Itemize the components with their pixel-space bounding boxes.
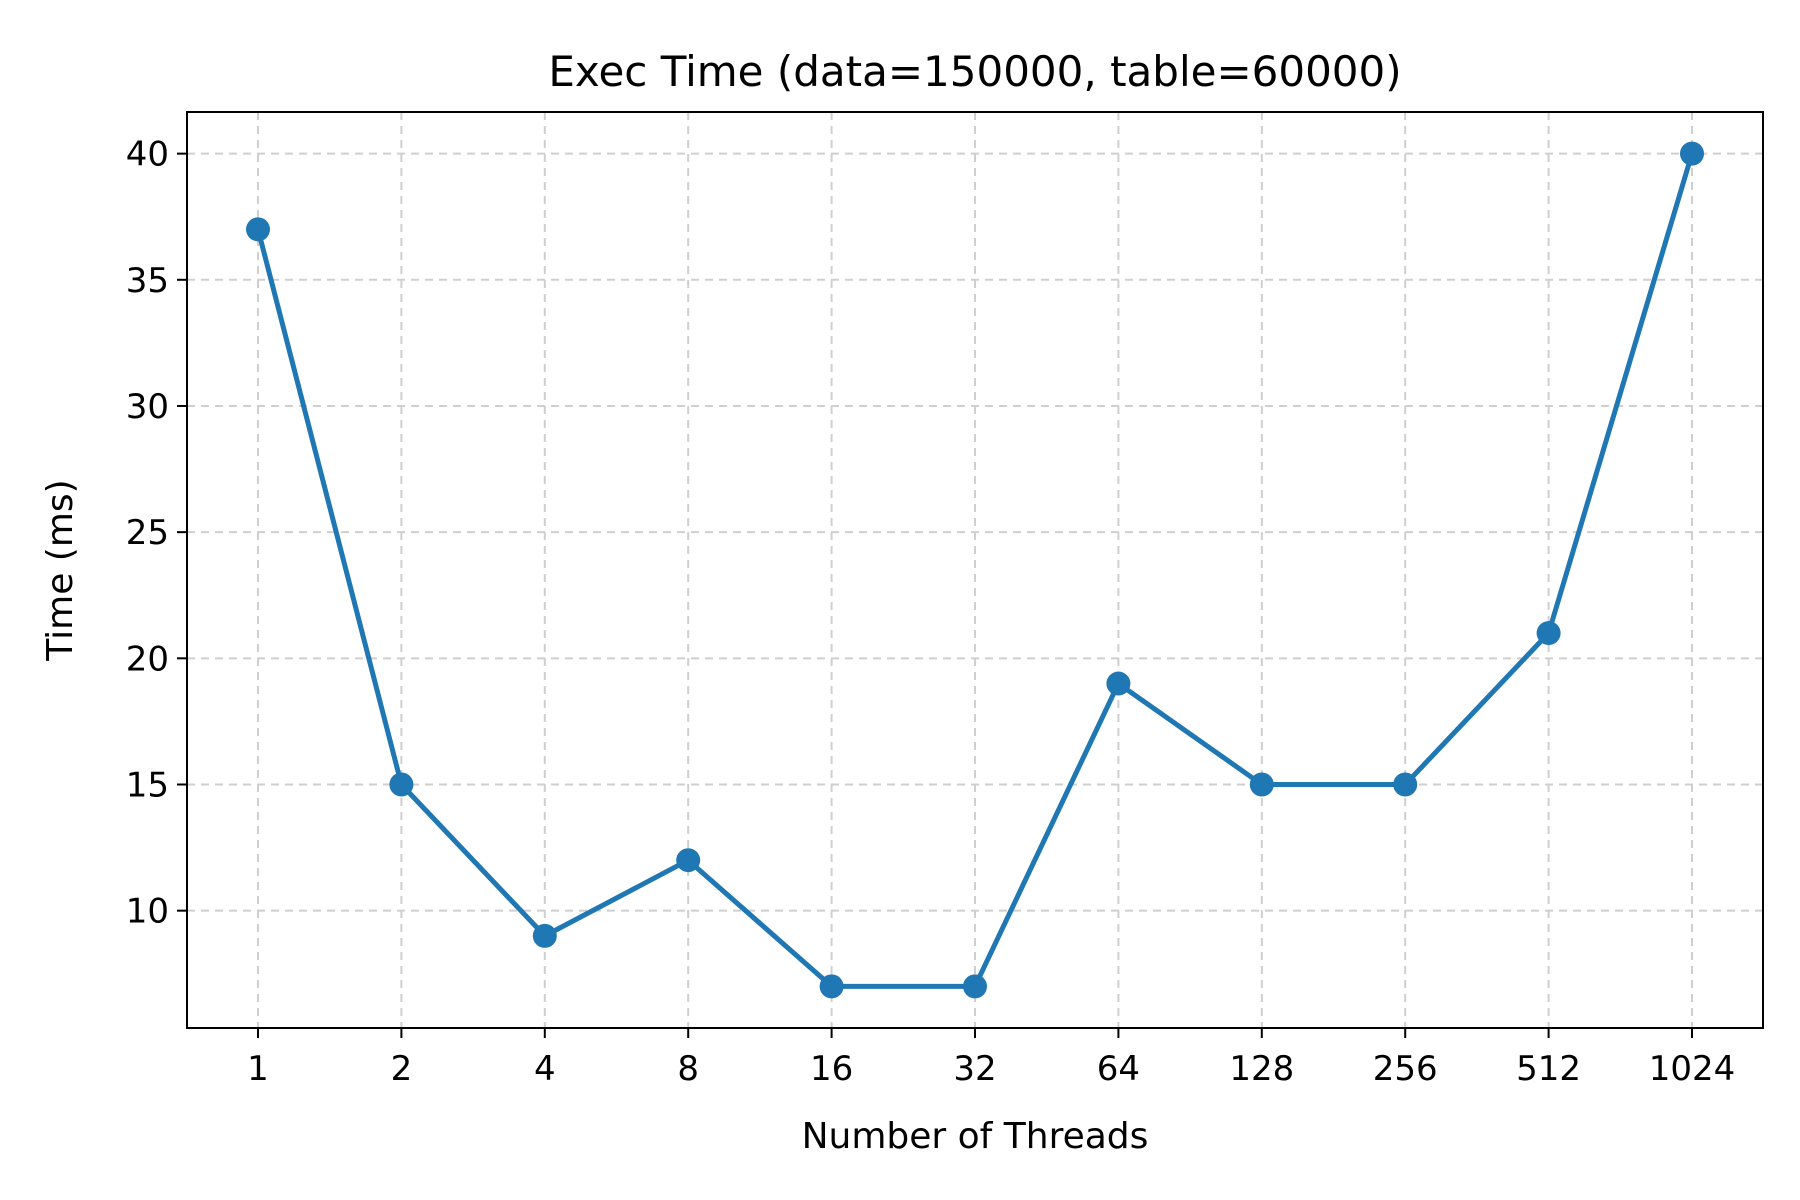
grid-lines (187, 112, 1763, 1028)
data-point (246, 217, 270, 242)
x-tick-label: 1 (247, 1049, 269, 1089)
y-tick-label: 35 (126, 261, 169, 301)
data-point (819, 974, 844, 999)
x-axis-label: Number of Threads (802, 1116, 1149, 1157)
data-point (1106, 671, 1131, 696)
data-point (1536, 621, 1561, 646)
x-tick-label: 128 (1229, 1049, 1294, 1089)
y-tick-label: 20 (126, 639, 169, 679)
data-point (676, 848, 701, 873)
data-point (1393, 772, 1418, 797)
x-tick-label: 8 (677, 1049, 699, 1089)
x-tick-label: 512 (1516, 1049, 1581, 1089)
data-point (532, 923, 557, 948)
data-point (389, 772, 414, 797)
x-tick-label: 256 (1373, 1049, 1438, 1089)
x-tick-label: 32 (953, 1049, 996, 1089)
x-tick-label: 1024 (1649, 1049, 1736, 1089)
y-tick-label: 40 (126, 135, 169, 175)
x-tick-label: 4 (534, 1049, 556, 1089)
x-tick-label: 64 (1097, 1049, 1140, 1089)
x-tick-label: 2 (391, 1049, 413, 1089)
y-tick-label: 30 (126, 387, 169, 427)
series-layer (246, 141, 1704, 999)
y-tick-label: 15 (126, 765, 169, 805)
y-tick-label: 10 (126, 892, 169, 932)
y-tick-label: 25 (126, 513, 169, 553)
data-point (963, 974, 987, 999)
x-tick-label: 16 (810, 1049, 853, 1089)
data-point (1680, 141, 1704, 166)
chart-title: Exec Time (data=150000, table=60000) (548, 47, 1401, 96)
y-axis-label: Time (ms) (40, 479, 81, 661)
data-point (1249, 772, 1274, 797)
axis-ticks: 1 2 4 8 16 32 64 128 256 512 1024 10 15 20 25 30 35 40 (126, 135, 1736, 1089)
